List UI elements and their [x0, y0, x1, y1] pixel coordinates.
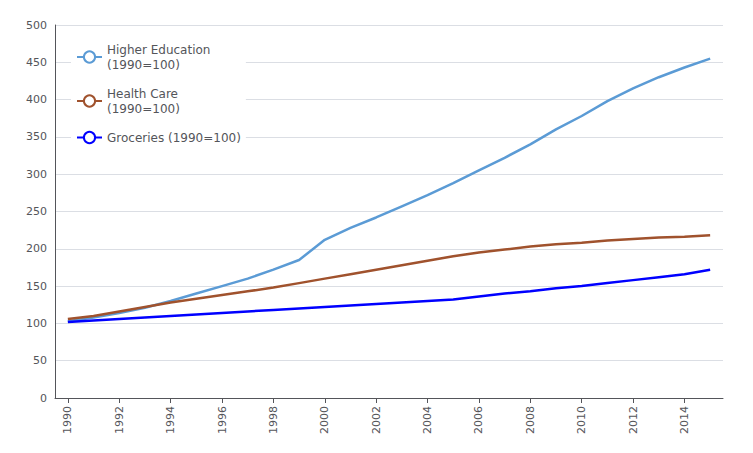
svg-text:(1990=100): (1990=100)	[107, 58, 180, 72]
svg-text:500: 500	[26, 19, 47, 32]
svg-text:50: 50	[33, 354, 47, 367]
svg-text:1996: 1996	[216, 406, 229, 434]
svg-text:1998: 1998	[267, 406, 280, 434]
svg-text:2012: 2012	[627, 406, 640, 434]
svg-text:300: 300	[26, 168, 47, 181]
svg-text:100: 100	[26, 317, 47, 330]
svg-text:2000: 2000	[318, 406, 331, 434]
svg-text:0: 0	[40, 392, 47, 405]
svg-text:Groceries (1990=100): Groceries (1990=100)	[107, 131, 241, 145]
svg-text:Health Care: Health Care	[107, 87, 178, 101]
svg-text:Higher Education: Higher Education	[107, 43, 210, 57]
svg-text:2002: 2002	[370, 406, 383, 434]
svg-text:2008: 2008	[524, 406, 537, 434]
svg-text:150: 150	[26, 280, 47, 293]
svg-text:2004: 2004	[421, 406, 434, 434]
svg-text:1990: 1990	[61, 406, 74, 434]
svg-text:2006: 2006	[472, 406, 485, 434]
svg-text:200: 200	[26, 242, 47, 255]
svg-text:400: 400	[26, 93, 47, 106]
svg-text:(1990=100): (1990=100)	[107, 102, 180, 116]
svg-text:450: 450	[26, 56, 47, 69]
svg-text:350: 350	[26, 130, 47, 143]
svg-text:250: 250	[26, 205, 47, 218]
svg-text:1994: 1994	[164, 406, 177, 434]
svg-text:2010: 2010	[575, 406, 588, 434]
svg-text:2014: 2014	[678, 406, 691, 434]
svg-text:1992: 1992	[113, 406, 126, 434]
